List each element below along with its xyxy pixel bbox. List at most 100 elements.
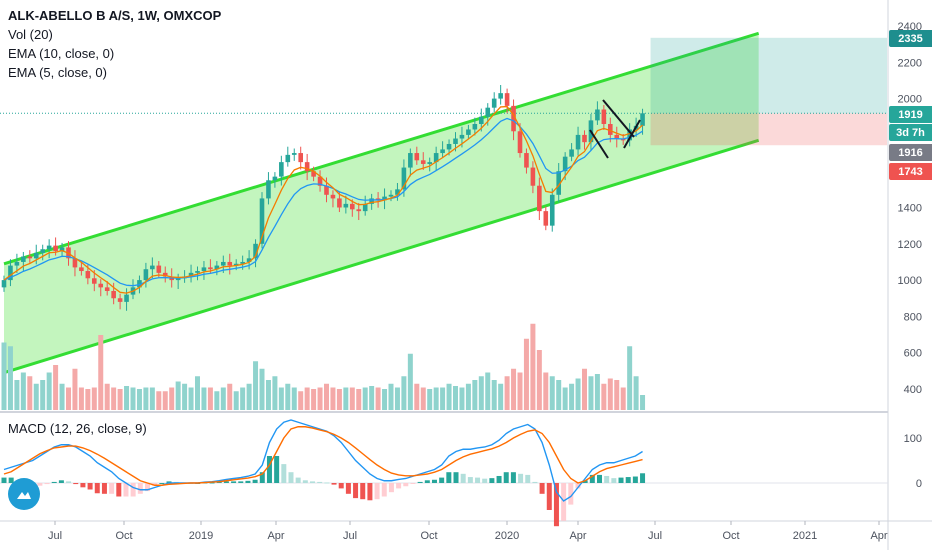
macd-histogram-bar [51, 481, 57, 483]
volume-bar [240, 387, 246, 410]
price-axis[interactable]: 4006008001000120014001600180020002200240… [898, 21, 922, 490]
macd-histogram-bar [417, 481, 423, 483]
macd-histogram-bar [252, 479, 258, 483]
macd-histogram-bar [94, 483, 100, 494]
volume-bar [46, 372, 52, 410]
volume-bar [375, 387, 381, 410]
candle-body [111, 290, 116, 299]
macd-histogram-bar [281, 464, 287, 483]
volume-bar [420, 387, 426, 410]
volume-bar [517, 372, 523, 410]
candle-body [246, 258, 252, 262]
volume-bar [394, 387, 400, 410]
candle-body [143, 269, 149, 281]
macd-histogram-bar [625, 477, 631, 483]
tradingview-cloud-icon[interactable] [8, 478, 40, 510]
macd-histogram-bar [144, 483, 150, 492]
volume-bar [111, 387, 117, 410]
symbol-title[interactable]: ALK-ABELLO B A/S, 1W, OMXCOP [8, 8, 222, 23]
trend-lines[interactable] [589, 99, 641, 159]
macd-histogram-bar [44, 483, 50, 485]
ema5-line [3, 105, 643, 294]
ema5-indicator-label[interactable]: EMA (5, close, 0) [8, 65, 107, 80]
volume-bar [343, 387, 349, 410]
volume-bar [124, 386, 130, 410]
macd-histogram-bar [159, 483, 165, 484]
volume-bar [453, 386, 458, 410]
volume-bar [324, 383, 329, 410]
volume-bar [182, 383, 188, 410]
macd-histogram-bar [496, 475, 502, 483]
volume-bar [7, 346, 13, 410]
candle-body [330, 194, 336, 199]
macd-histogram-bar [546, 483, 552, 510]
volume-bar [104, 383, 110, 410]
macd-histogram-bar [611, 478, 617, 483]
macd-histogram-bar [367, 483, 373, 501]
macd-histogram-bar [503, 472, 509, 483]
macd-histogram-bar [338, 483, 344, 489]
volume-bar [388, 383, 394, 410]
volume-bar [472, 380, 478, 410]
macd-histogram-bar [130, 483, 136, 497]
volume-bar [362, 387, 368, 410]
time-tick-label: Oct [115, 530, 132, 542]
macd-tick-label: 100 [904, 433, 922, 445]
macd-histogram-bar [475, 477, 481, 483]
volume-bar [20, 372, 26, 410]
candle-body [556, 171, 561, 195]
macd-histogram-bar [1, 477, 7, 483]
signal-line [3, 426, 643, 486]
volume-bar [440, 387, 446, 410]
candle-body [221, 261, 226, 266]
volume-bar [291, 387, 297, 410]
macd-histogram-bar [80, 483, 86, 488]
volume-bar [188, 387, 194, 410]
candle-body [304, 162, 310, 172]
candle-body [317, 176, 323, 186]
volume-bar [549, 376, 555, 410]
candle-body [240, 261, 245, 264]
volume-bar [156, 391, 162, 410]
position-profit-zone [650, 37, 887, 114]
macd-histogram-bar [374, 483, 380, 500]
macd-histogram-bar [489, 478, 495, 483]
volume-bar [311, 389, 317, 410]
macd-histogram-bar [345, 483, 351, 494]
volume-bar [207, 387, 213, 410]
candle-body [595, 109, 600, 121]
volume-bar [201, 387, 207, 410]
volume-bar [575, 378, 581, 410]
macd-histogram-bar [539, 483, 545, 494]
ema10-indicator-label[interactable]: EMA (10, close, 0) [8, 46, 115, 61]
candle-body [8, 265, 13, 281]
volume-bar [465, 383, 471, 410]
volume-bar [588, 376, 594, 410]
chart-legend: ALK-ABELLO B A/S, 1W, OMXCOP Vol (20) EM… [8, 6, 221, 82]
channel-upper-line [3, 31, 760, 266]
time-tick-label: 2021 [793, 530, 817, 542]
macd-histogram-bar [353, 483, 359, 499]
price-tick-label: 600 [904, 348, 922, 360]
volume-bar [227, 383, 233, 410]
macd-histogram-bar [525, 474, 531, 483]
vol-indicator-label[interactable]: Vol (20) [8, 27, 53, 42]
time-tick-label: Apr [267, 530, 284, 542]
macd-indicator-label[interactable]: MACD (12, 26, close, 9) [8, 421, 147, 436]
time-axis[interactable]: Jul Oct 2019 Apr Jul Oct 2020 Apr Jul Oct 2021 Apr [48, 521, 888, 542]
candle-body [504, 93, 510, 106]
time-tick-label: 2019 [189, 530, 213, 542]
volume-bar [14, 380, 20, 410]
volume-bar [498, 383, 504, 410]
macd-histogram-bar [604, 475, 610, 483]
volume-bar [614, 380, 620, 410]
price-tag-entry: 1916 [889, 144, 932, 161]
candle-body [201, 267, 207, 272]
long-position-tool[interactable] [0, 37, 888, 146]
price-channel[interactable] [3, 31, 760, 375]
candle-body [1, 280, 7, 288]
volume-bar [136, 389, 142, 410]
candle-body [362, 203, 368, 212]
macd-histogram-bar [152, 483, 158, 486]
